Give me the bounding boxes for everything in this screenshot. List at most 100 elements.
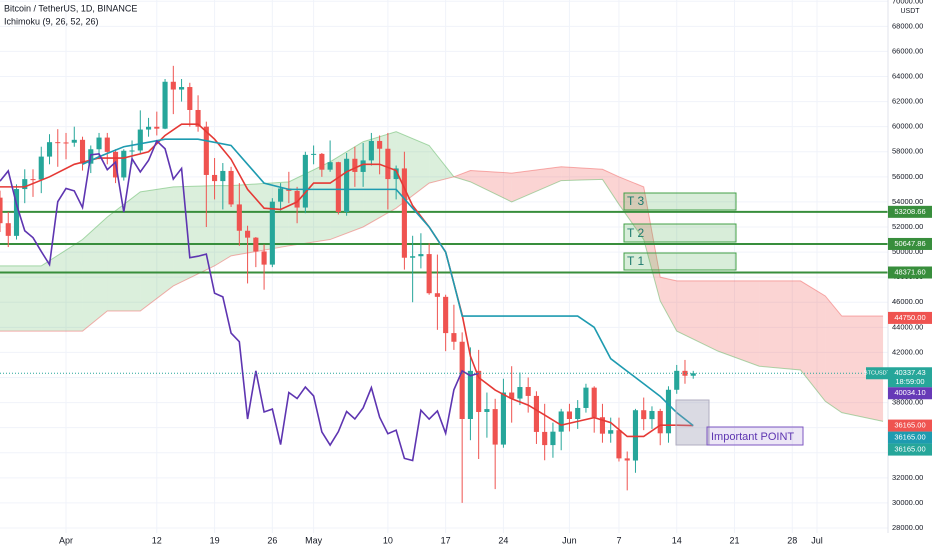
candle-body <box>377 140 383 149</box>
candle-body <box>550 431 556 446</box>
candle-body <box>335 162 341 212</box>
candle-body <box>566 411 573 420</box>
y-tick-label: 70000.00 <box>892 0 923 5</box>
candle-body <box>236 204 242 231</box>
candle-body <box>632 410 639 461</box>
candle-body <box>344 158 350 212</box>
y-tick-label: 66000.00 <box>892 46 923 55</box>
target-label: T 2 <box>627 226 644 240</box>
cloud-segment <box>453 170 471 182</box>
candle-body <box>665 389 672 434</box>
candle-body <box>575 407 581 420</box>
candle-body <box>203 126 209 175</box>
candle-body <box>187 87 193 110</box>
chart-title: Bitcoin / TetherUS, 1D, BINANCE <box>4 3 137 13</box>
candle-body <box>170 81 176 90</box>
level-tag-label: 53208.66 <box>894 207 925 216</box>
candle-body <box>104 137 110 152</box>
price-label-tag <box>888 431 932 444</box>
price-label: 40034.10 <box>894 388 925 397</box>
candle-body <box>55 142 61 144</box>
symbol-tag <box>866 367 888 380</box>
candle-body <box>269 201 275 265</box>
cloud-segment <box>717 280 760 367</box>
candle-body <box>385 148 391 180</box>
candle-body <box>525 387 531 396</box>
y-tick-label: 52000.00 <box>892 222 923 231</box>
candle-body <box>517 387 523 399</box>
price-label-tag <box>888 387 932 400</box>
candle-body <box>624 458 630 461</box>
y-tick-label: 42000.00 <box>892 347 923 356</box>
candle-body <box>401 168 407 258</box>
candle-body <box>162 81 168 129</box>
candle-body <box>476 370 482 412</box>
candle-body <box>154 126 160 129</box>
candle-body <box>228 170 234 205</box>
y-tick-label: 32000.00 <box>892 473 923 482</box>
x-tick-label: May <box>305 535 323 545</box>
cloud-segment <box>470 170 512 202</box>
level-tag <box>888 205 932 218</box>
cloud-segment <box>0 265 42 332</box>
candle-body <box>443 296 449 334</box>
note-box <box>706 426 804 446</box>
candle-body <box>542 431 548 446</box>
target-label: T 3 <box>627 194 644 208</box>
cloud-segment <box>841 316 884 422</box>
price-axis: 28000.0030000.0032000.0034000.0036000.00… <box>864 0 932 533</box>
price-label: 36165.00 <box>894 421 925 430</box>
x-tick-label: 26 <box>267 535 277 545</box>
x-tick-label: Apr <box>59 535 73 545</box>
x-tick-label: 28 <box>787 535 797 545</box>
cloud-segment <box>561 166 603 181</box>
candle-body <box>434 293 440 297</box>
candle-body <box>71 139 77 143</box>
target-label: T 1 <box>627 254 644 268</box>
symbol-tag-label: BTCUSDT <box>864 371 891 377</box>
cloud-segment <box>41 239 83 332</box>
cloud-segment <box>759 280 801 370</box>
candle-body <box>393 168 399 180</box>
candle-body <box>591 387 597 418</box>
cloud-edge <box>0 166 884 332</box>
cloud-segment <box>140 186 174 312</box>
y-tick-label: 38000.00 <box>892 398 923 407</box>
candle-body <box>418 254 424 257</box>
candle-body <box>79 139 86 164</box>
candle-body <box>121 150 127 178</box>
price-label: 44750.00 <box>894 313 925 322</box>
candle-body <box>616 430 622 459</box>
indicator-line <box>0 139 479 462</box>
y-tick-label: 62000.00 <box>892 97 923 106</box>
level-tag <box>888 237 932 250</box>
candle-body <box>690 373 696 376</box>
cloud-edge <box>0 131 884 422</box>
x-tick-label: 17 <box>441 535 451 545</box>
candle-body <box>352 158 358 172</box>
x-tick-label: 12 <box>152 535 162 545</box>
target-box <box>623 252 737 271</box>
candle-body <box>0 197 3 224</box>
level-tag <box>888 266 932 279</box>
candle-body <box>492 409 498 445</box>
candle-body <box>583 387 589 408</box>
candle-body <box>245 230 251 238</box>
y-tick-label: 46000.00 <box>892 297 923 306</box>
countdown-label: 18:59:00 <box>895 377 924 386</box>
candle-body <box>319 153 325 170</box>
cloud-segment <box>511 166 562 202</box>
target-box <box>623 223 737 243</box>
price-label: 36165.00 <box>894 433 925 442</box>
candle-body <box>5 223 11 236</box>
y-tick-label: 30000.00 <box>892 498 923 507</box>
cloud-segment <box>173 185 215 286</box>
candle-body <box>558 411 564 432</box>
price-label: 36165.00 <box>894 445 925 454</box>
candle-body <box>500 392 506 445</box>
currency-label: USDT <box>900 8 920 15</box>
candle-body <box>30 179 36 181</box>
candle-body <box>360 160 366 172</box>
y-tick-label: 60000.00 <box>892 122 923 131</box>
candle-body <box>212 174 218 182</box>
